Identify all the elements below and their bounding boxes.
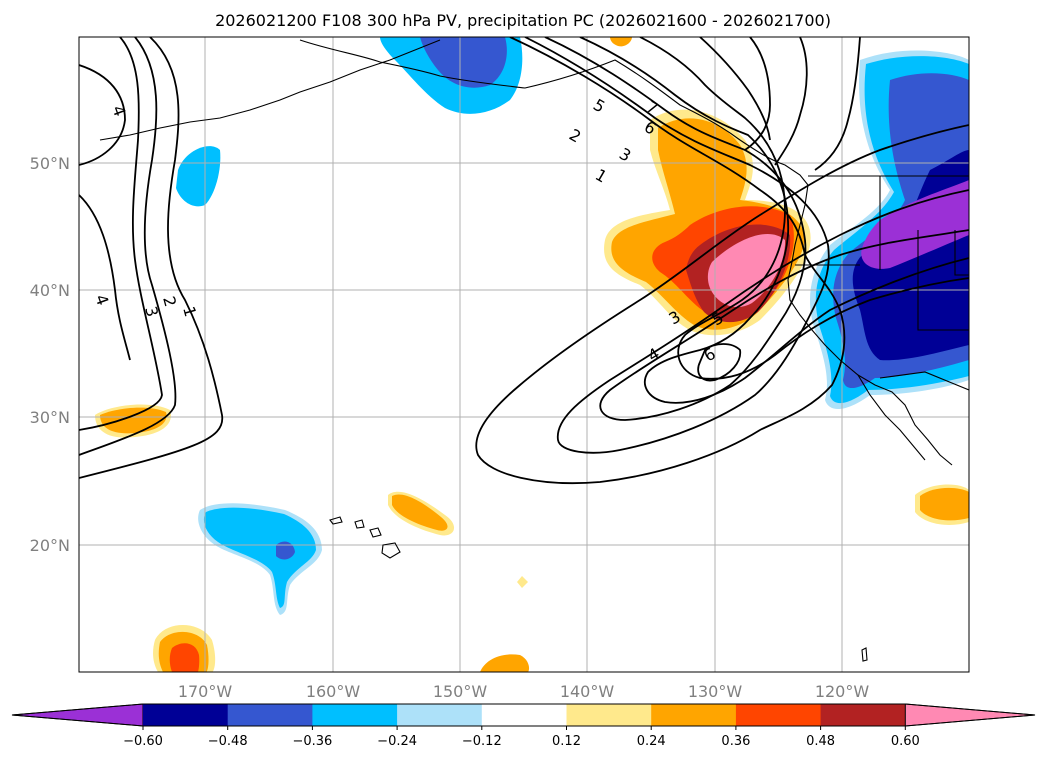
- colorbar-tick-label: −0.60: [123, 734, 163, 749]
- lon-label: 160°W: [306, 682, 361, 701]
- contour-label: 3: [616, 144, 634, 166]
- pos-region-southwest-corner-red: [169, 643, 200, 672]
- border-state-4: [954, 230, 969, 276]
- coast-us-west: [787, 184, 953, 466]
- colorbar-tick-label: −0.24: [377, 734, 417, 749]
- pv-contours: [79, 37, 969, 485]
- contour-west-4: [79, 64, 126, 166]
- contour-label: 4: [108, 103, 129, 119]
- colorbar-tick-label: −0.48: [208, 734, 248, 749]
- lat-label: 20°N: [30, 536, 70, 555]
- pos-region-baja-orange: [920, 487, 969, 521]
- colorbar-segment: [735, 704, 822, 726]
- colorbar-tick-label: 0.36: [721, 734, 750, 749]
- border-us-mexico: [879, 371, 969, 391]
- contour-main-2: [524, 37, 969, 454]
- latitude-labels: 50°N 40°N 30°N 20°N: [30, 154, 70, 555]
- colorbar-segment: [820, 704, 906, 726]
- neg-region-southwest-blue: [276, 541, 295, 560]
- lon-label: 130°W: [688, 682, 743, 701]
- graticule: [79, 37, 969, 672]
- colorbar-extend-max: [904, 703, 1036, 727]
- pos-region-south-center: [480, 654, 530, 672]
- contour-label: 4: [91, 292, 112, 308]
- longitude-labels: 170°W 160°W 150°W 140°W 130°W 120°W: [178, 682, 870, 701]
- contour-main-4: [579, 37, 969, 404]
- contour-main-8: [774, 37, 808, 166]
- contour-label: 1: [179, 304, 200, 319]
- contour-label: 3: [141, 304, 162, 319]
- neg-region-southwest-cyan: [203, 507, 316, 608]
- contour-label: 4: [645, 344, 663, 366]
- colorbar: −0.60 −0.48 −0.36 −0.24 −0.12 0.12 0.24 0.36 0.4…: [11, 703, 1036, 749]
- colorbar-segment: [651, 704, 737, 726]
- contour-label: 6: [701, 344, 719, 366]
- contour-west-3: [79, 37, 163, 431]
- colorbar-segment: [397, 704, 483, 726]
- pos-region-hawaii-orange: [392, 494, 448, 531]
- colorbar-segment: [312, 704, 398, 726]
- coast-hawaii-2: [354, 519, 365, 529]
- contour-main-5: [639, 37, 969, 380]
- contour-main-9: [814, 37, 861, 171]
- contour-label: 1: [592, 165, 610, 187]
- lat-label: 40°N: [30, 281, 70, 300]
- colorbar-tick-label: 0.60: [891, 734, 920, 749]
- lon-label: 150°W: [433, 682, 488, 701]
- coast-guadalupe: [861, 647, 868, 662]
- contour-label: 2: [159, 294, 180, 309]
- figure-title: 2026021200 F108 300 hPa PV, precipitatio…: [215, 11, 831, 30]
- contour-label: 5: [590, 95, 608, 117]
- colorbar-tick-label: 0.24: [637, 734, 666, 749]
- precip-shading: [95, 37, 969, 672]
- coast-alaska-south: [299, 39, 809, 186]
- coast-alaska-aleutians: [99, 39, 441, 141]
- neg-region-us-purple: [861, 180, 969, 269]
- contour-west-2: [79, 37, 177, 456]
- neg-region-alaska-inner: [420, 37, 507, 88]
- colorbar-tick-label: −0.12: [462, 734, 502, 749]
- lat-label: 30°N: [30, 408, 70, 427]
- colorbar-segment: [481, 704, 567, 726]
- coastlines: [99, 39, 969, 662]
- coast-baja: [857, 374, 926, 461]
- contour-main-7: [744, 37, 771, 151]
- contour-west-1: [79, 37, 224, 479]
- neg-region-midpacific: [176, 146, 221, 207]
- colorbar-tick-label: 0.48: [806, 734, 835, 749]
- lon-label: 140°W: [560, 682, 615, 701]
- contour-label: 2: [566, 125, 584, 147]
- coast-hawaii-4: [381, 542, 401, 559]
- contour-inner-6: [697, 343, 742, 382]
- contour-main-3: [544, 37, 969, 421]
- coast-hawaii-3: [369, 527, 382, 538]
- coast-hawaii-1: [329, 516, 343, 525]
- contour-main-1: [475, 37, 969, 485]
- colorbar-tick-label: 0.12: [552, 734, 581, 749]
- map-frame: [78, 36, 970, 673]
- border-state-3: [917, 230, 969, 331]
- colorbar-segment: [566, 704, 652, 726]
- colorbar-segment: [227, 704, 313, 726]
- map-area: 4 3 2 1 4 5 7 2 6 3 1 3 4 5 6: [79, 37, 969, 672]
- colorbar-extend-min: [11, 703, 144, 727]
- lon-label: 120°W: [815, 682, 870, 701]
- colorbar-segment: [143, 704, 229, 726]
- contour-west-5: [79, 194, 131, 361]
- lon-label: 170°W: [178, 682, 233, 701]
- lat-label: 50°N: [30, 154, 70, 173]
- pos-region-top-center: [610, 37, 632, 47]
- pos-region-small-dot: [517, 576, 528, 588]
- colorbar-tick-label: −0.36: [292, 734, 332, 749]
